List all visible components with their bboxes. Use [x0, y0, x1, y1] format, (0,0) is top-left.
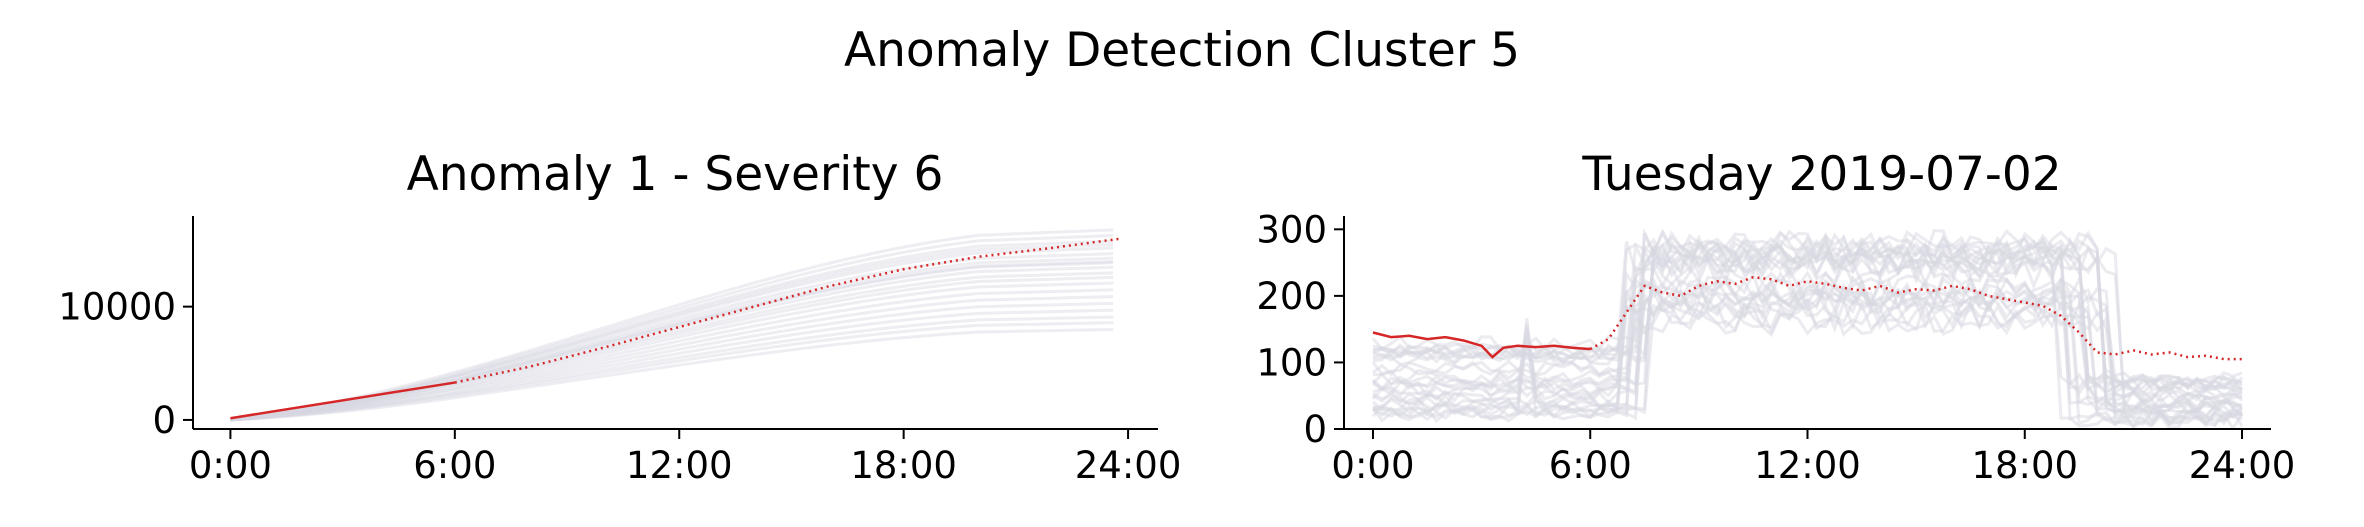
chart-2-background-line: [1372, 273, 2243, 393]
chart-2-ytick-label: 200: [1256, 275, 1327, 318]
chart-2-ytick-label: 0: [1303, 408, 1327, 451]
chart-1-background-line: [230, 288, 1114, 422]
chart-1-background-line: [230, 308, 1114, 422]
chart-2-background-line: [1372, 284, 2243, 428]
chart-2-ticks: 0:00 6:00 12:00 18:00 24:00 0 100 200 300: [1256, 208, 2295, 487]
chart-2-background-line: [1372, 286, 2244, 392]
chart-1-background-line: [230, 315, 1114, 422]
chart-1-ytick-label: 0: [152, 399, 176, 442]
chart-2-xtick-label: 18:00: [1971, 444, 2078, 487]
chart-2-ytick-label: 300: [1256, 208, 1327, 251]
chart-1-observed-line: [230, 381, 456, 420]
chart-1-background-lines: [230, 228, 1114, 422]
chart-panel-1: Anomaly 1 - Severity 6 0:00 6:00 12:00 18:0…: [58, 147, 1181, 487]
chart-panel-2: Tuesday 2019-07-02 0:00 6:00 12:00 18:00 24:…: [1256, 147, 2295, 487]
chart-1-background-line: [230, 275, 1114, 422]
chart-2-title: Tuesday 2019-07-02: [1581, 147, 2061, 202]
chart-2-background-line: [1372, 284, 2243, 425]
chart-2-ytick-label: 100: [1256, 341, 1327, 384]
chart-1-ytick-label: 10000: [58, 286, 176, 329]
figure-suptitle: Anomaly Detection Cluster 5: [844, 23, 1520, 78]
chart-1-background-line: [230, 295, 1114, 422]
chart-1-background-line: [230, 281, 1114, 422]
chart-1-highlight: [230, 237, 1121, 420]
chart-1-background-line: [230, 261, 1114, 422]
chart-2-background-line: [1372, 258, 2244, 428]
chart-2-background-lines: [1371, 227, 2244, 431]
chart-1-background-line: [230, 271, 1114, 422]
chart-1-xtick-label: 18:00: [850, 444, 957, 487]
chart-1-xtick-label: 0:00: [189, 444, 272, 487]
chart-1-xtick-label: 24:00: [1075, 444, 1182, 487]
chart-2-background-line: [1371, 229, 2243, 413]
chart-1-projected-line: [454, 237, 1121, 384]
chart-1-background-line: [230, 260, 1114, 422]
chart-2-xtick-label: 24:00: [2189, 444, 2296, 487]
chart-1-xtick-label: 6:00: [413, 444, 496, 487]
chart-2-projected-line: [1589, 275, 2243, 361]
chart-2-xtick-label: 0:00: [1331, 444, 1414, 487]
chart-1-background-line: [230, 256, 1114, 422]
chart-2-observed-line: [1372, 331, 1591, 359]
chart-1-background-line: [230, 321, 1114, 422]
chart-1-background-line: [230, 228, 1114, 422]
chart-2-xtick-label: 12:00: [1754, 444, 1861, 487]
chart-2-xtick-label: 6:00: [1549, 444, 1632, 487]
chart-1-axes: [192, 216, 1158, 430]
chart-1-background-line: [230, 301, 1114, 422]
chart-1-background-line: [230, 327, 1114, 422]
chart-1-title: Anomaly 1 - Severity 6: [407, 147, 944, 202]
chart-1-background-line: [230, 252, 1114, 422]
chart-1-ticks: 0:00 6:00 12:00 18:00 24:00 0 10000: [58, 286, 1181, 487]
chart-1-xtick-label: 12:00: [626, 444, 733, 487]
chart-2-background-line: [1372, 302, 2243, 403]
chart-2-highlight: [1372, 275, 2243, 361]
